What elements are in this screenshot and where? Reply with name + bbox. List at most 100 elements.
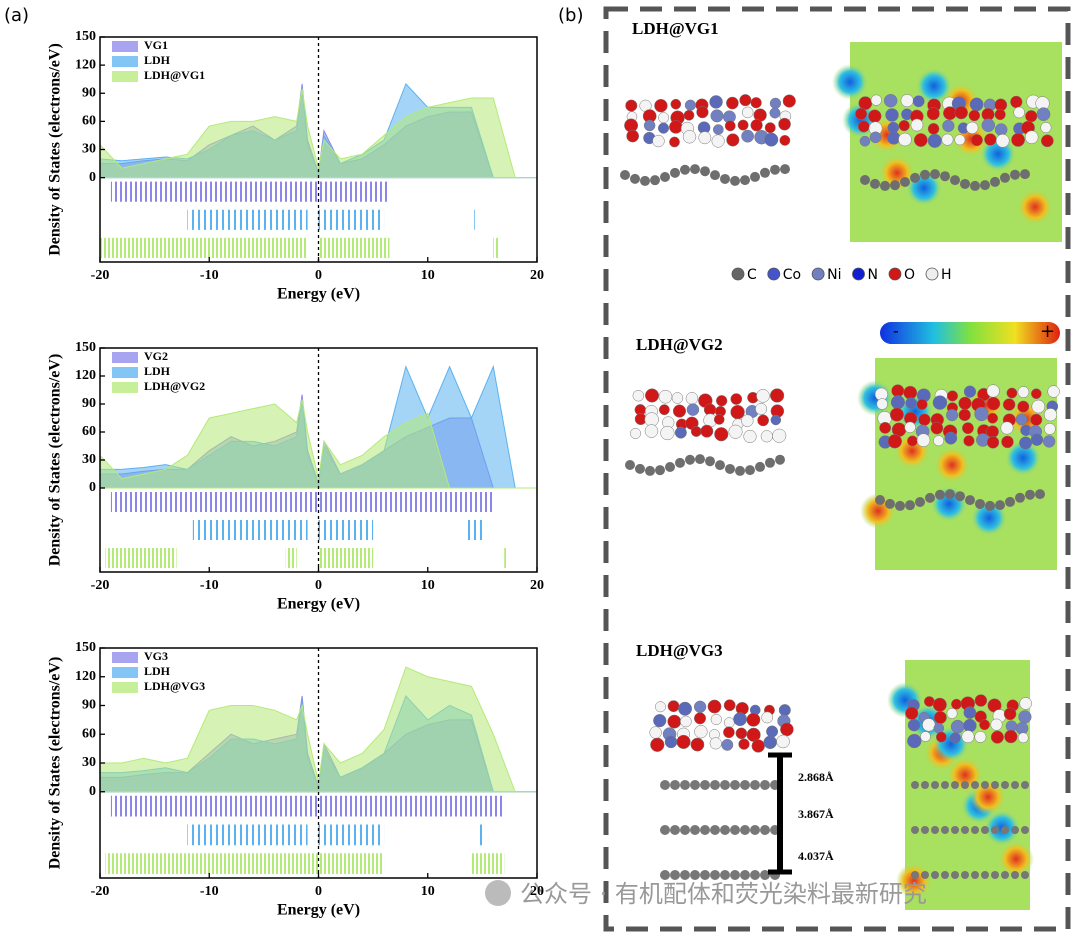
charge-spot bbox=[998, 841, 1034, 877]
level-band bbox=[471, 209, 475, 230]
y-tick-label: 60 bbox=[82, 114, 96, 129]
atom bbox=[943, 106, 957, 121]
carbon-atom bbox=[690, 164, 700, 175]
carbon-atom bbox=[981, 871, 989, 879]
x-tick-label: 20 bbox=[530, 268, 544, 283]
atom bbox=[671, 392, 684, 404]
y-axis-label: Density of States (electrons/eV) bbox=[47, 657, 64, 870]
legend-swatch bbox=[112, 71, 138, 82]
atom bbox=[1000, 421, 1014, 435]
atom bbox=[716, 395, 728, 407]
legend-atom bbox=[852, 267, 865, 281]
atom bbox=[630, 427, 641, 439]
carbon-atom bbox=[740, 825, 750, 835]
atom bbox=[649, 726, 662, 739]
carbon-atom bbox=[991, 826, 999, 834]
carbon-atom bbox=[655, 465, 665, 476]
carbon-atom bbox=[760, 870, 770, 880]
atom bbox=[1030, 433, 1044, 446]
carbon-atom bbox=[700, 825, 710, 835]
legend-swatch bbox=[112, 652, 138, 663]
carbon-atom bbox=[911, 871, 919, 879]
carbon-atom bbox=[630, 173, 640, 184]
panel-label: (b) bbox=[558, 5, 583, 26]
atom bbox=[1019, 436, 1033, 450]
charge-spot bbox=[1017, 189, 1053, 225]
y-tick-label: 30 bbox=[82, 142, 96, 157]
carbon-atom bbox=[1025, 489, 1035, 500]
atom bbox=[889, 407, 904, 422]
atom bbox=[751, 739, 765, 753]
atom-legend-label: N bbox=[868, 267, 878, 283]
atom bbox=[755, 402, 768, 415]
atom bbox=[1031, 388, 1042, 400]
area bbox=[99, 666, 537, 793]
atom bbox=[711, 134, 725, 148]
carbon-atom bbox=[700, 166, 710, 177]
x-tick-label: 0 bbox=[315, 268, 322, 283]
atom bbox=[741, 414, 754, 427]
legend-label: VG3 bbox=[144, 649, 168, 663]
level-band bbox=[110, 492, 494, 512]
carbon-atom bbox=[1001, 781, 1009, 789]
carbon-atom bbox=[890, 180, 900, 191]
atom bbox=[741, 129, 755, 143]
atom bbox=[891, 384, 905, 398]
atom bbox=[904, 421, 916, 433]
carbon-atom bbox=[895, 500, 905, 511]
atom bbox=[728, 424, 743, 439]
legend-label: LDH bbox=[144, 53, 171, 67]
atom-legend-label: Ni bbox=[827, 267, 841, 283]
level-band bbox=[471, 853, 505, 874]
carbon-atom bbox=[961, 781, 969, 789]
atom bbox=[1024, 130, 1039, 144]
atom bbox=[1043, 408, 1058, 422]
legend-swatch bbox=[112, 41, 138, 52]
carbon-atom bbox=[725, 463, 735, 474]
atom bbox=[769, 107, 781, 119]
atom bbox=[900, 94, 914, 108]
atom bbox=[974, 730, 987, 743]
atom bbox=[680, 715, 692, 728]
atom bbox=[685, 392, 699, 405]
atom bbox=[918, 413, 931, 426]
carbon-atom bbox=[950, 175, 960, 186]
carbon-atom bbox=[1000, 172, 1010, 183]
atom bbox=[879, 421, 892, 434]
atom bbox=[958, 408, 971, 422]
legend-swatch bbox=[112, 667, 138, 678]
atom bbox=[1004, 729, 1018, 744]
y-tick-label: 30 bbox=[82, 755, 96, 770]
atom bbox=[1002, 398, 1016, 411]
atom bbox=[903, 385, 918, 400]
carbon-atom bbox=[720, 780, 730, 790]
y-tick-label: 0 bbox=[89, 480, 96, 495]
atom bbox=[1040, 134, 1054, 148]
carbon-atom bbox=[1001, 826, 1009, 834]
atom bbox=[761, 711, 774, 724]
carbon-atom bbox=[875, 495, 885, 505]
atom bbox=[1017, 386, 1030, 398]
atom bbox=[712, 124, 724, 135]
atom bbox=[885, 108, 899, 122]
atom bbox=[855, 107, 868, 120]
atom bbox=[674, 426, 687, 439]
atom bbox=[625, 99, 638, 112]
atom bbox=[859, 135, 871, 147]
structure-label: LDH@VG1 bbox=[632, 19, 719, 38]
level-band bbox=[192, 520, 308, 540]
atom bbox=[1025, 110, 1038, 123]
distance-label: 4.037Å bbox=[798, 849, 834, 863]
atom bbox=[779, 135, 791, 146]
carbon-atom bbox=[720, 173, 730, 184]
atom bbox=[1043, 423, 1056, 435]
carbon-atom bbox=[981, 826, 989, 834]
legend-swatch bbox=[112, 367, 138, 378]
atom bbox=[987, 412, 999, 424]
carbon-atom bbox=[660, 172, 670, 183]
carbon-atom bbox=[735, 465, 745, 476]
atom bbox=[726, 133, 740, 147]
carbon-atom bbox=[971, 871, 979, 879]
atom bbox=[737, 119, 749, 131]
atom-legend-label: Co bbox=[783, 267, 801, 283]
